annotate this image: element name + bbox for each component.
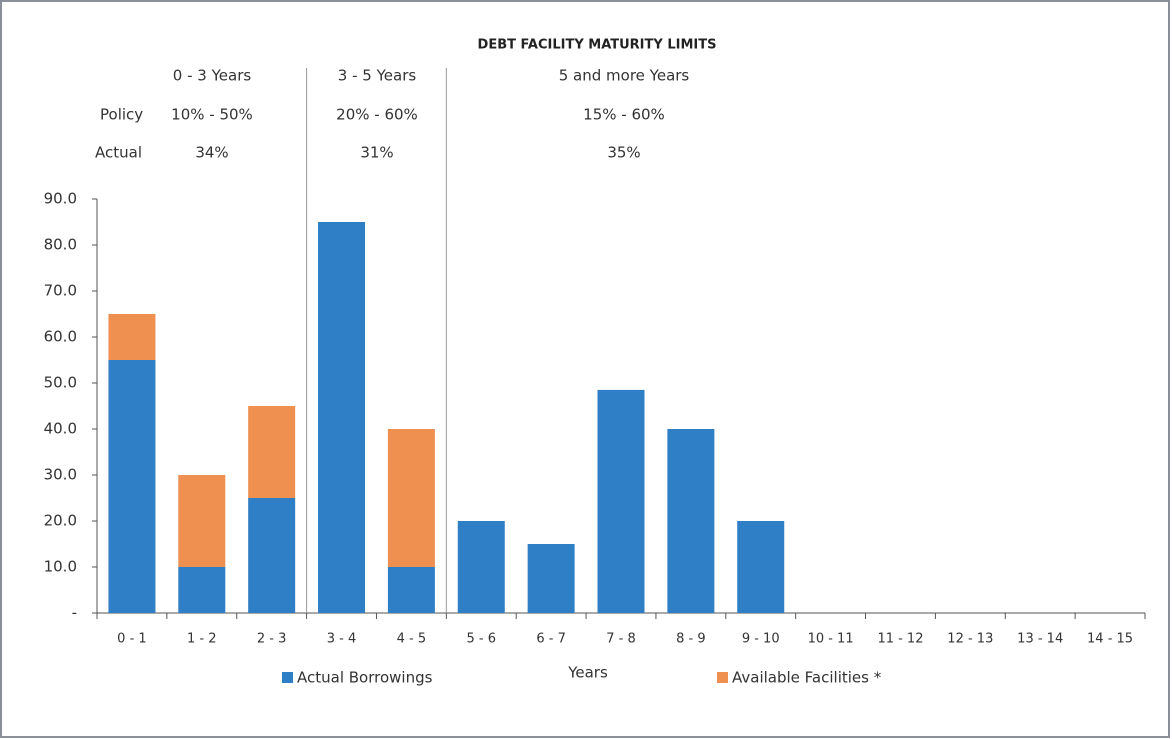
period-policy: 15% - 60%: [583, 106, 665, 124]
y-tick-label: 10.0: [44, 558, 77, 576]
bar-segment: [318, 222, 366, 613]
legend-label: Actual Borrowings: [297, 669, 433, 687]
y-tick-label: 90.0: [44, 190, 77, 208]
x-tick-label: 3 - 4: [327, 632, 357, 647]
x-tick-label: 14 - 15: [1087, 632, 1133, 647]
x-tick-label: 1 - 2: [187, 632, 217, 647]
x-tick-label: 8 - 9: [676, 632, 706, 647]
period-policy: 20% - 60%: [336, 106, 418, 124]
bar-segment: [737, 521, 785, 613]
legend-swatch: [282, 672, 293, 683]
legend-swatch: [717, 672, 728, 683]
x-tick-label: 13 - 14: [1017, 632, 1063, 647]
period-label: 3 - 5 Years: [338, 67, 417, 85]
period-actual: 31%: [360, 144, 393, 162]
bar-segment: [248, 498, 296, 613]
legend-label: Available Facilities *: [732, 669, 882, 687]
y-tick-label: -: [72, 604, 77, 622]
bar-segment: [387, 429, 435, 567]
period-label: 0 - 3 Years: [173, 67, 252, 85]
x-tick-label: 0 - 1: [117, 632, 147, 647]
y-tick-label: 80.0: [44, 236, 77, 254]
y-tick-label: 20.0: [44, 512, 77, 530]
bar-segment: [597, 389, 645, 613]
bar-segment: [178, 475, 226, 567]
row-label: Actual: [95, 144, 142, 162]
bar-segment: [108, 314, 156, 360]
x-tick-label: 4 - 5: [397, 632, 427, 647]
y-tick-label: 30.0: [44, 466, 77, 484]
bar-segment: [248, 406, 296, 498]
chart-title: DEBT FACILITY MATURITY LIMITS: [478, 38, 717, 53]
x-tick-label: 6 - 7: [536, 632, 566, 647]
row-label: Policy: [100, 106, 143, 124]
x-tick-label: 11 - 12: [877, 632, 923, 647]
bar-segment: [527, 544, 575, 613]
x-axis-label: Years: [567, 664, 608, 682]
bar-segment: [178, 567, 226, 613]
x-tick-label: 2 - 3: [257, 632, 287, 647]
y-tick-label: 70.0: [44, 282, 77, 300]
y-tick-label: 40.0: [44, 420, 77, 438]
x-tick-label: 7 - 8: [606, 632, 636, 647]
y-tick-label: 60.0: [44, 328, 77, 346]
x-tick-label: 5 - 6: [467, 632, 497, 647]
period-label: 5 and more Years: [559, 67, 690, 85]
period-actual: 35%: [607, 144, 640, 162]
y-tick-label: 50.0: [44, 374, 77, 392]
bar-segment: [457, 521, 505, 613]
x-tick-label: 12 - 13: [947, 632, 993, 647]
bar-segment: [667, 429, 715, 613]
bar-segment: [108, 360, 156, 613]
bar-segment: [387, 567, 435, 613]
x-tick-label: 9 - 10: [742, 632, 780, 647]
period-policy: 10% - 50%: [171, 106, 253, 124]
period-actual: 34%: [195, 144, 228, 162]
x-tick-label: 10 - 11: [808, 632, 854, 647]
